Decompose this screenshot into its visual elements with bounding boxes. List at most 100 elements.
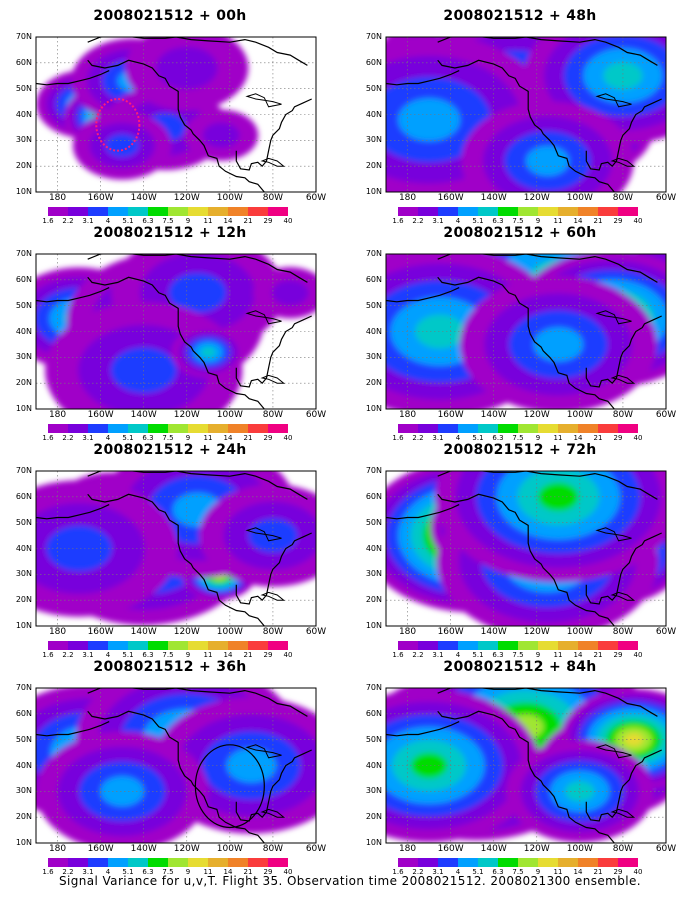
- lon-tick-label: 140W: [130, 193, 157, 203]
- colorbar-swatch: [558, 424, 578, 433]
- lat-tick-label: 40N: [15, 109, 32, 119]
- colorbar-label: 7.5: [512, 217, 524, 225]
- lon-tick-label: 160W: [437, 193, 464, 203]
- colorbar-label: 40: [283, 651, 293, 659]
- coastline: [235, 98, 312, 171]
- colorbar-swatch: [188, 207, 208, 216]
- colorbar-swatch: [438, 207, 458, 216]
- coastline: [585, 749, 662, 822]
- colorbar-label: 9: [535, 217, 541, 225]
- coastline: [36, 70, 110, 86]
- colorbar-swatch: [68, 424, 88, 433]
- coastline: [36, 721, 110, 737]
- variance-map: [35, 687, 317, 844]
- variance-contour: [105, 134, 139, 157]
- colorbar-swatch: [538, 641, 558, 650]
- variance-contour: [398, 98, 460, 141]
- coastline: [260, 808, 286, 818]
- colorbar-label: 21: [593, 217, 603, 225]
- variance-contour: [168, 272, 227, 313]
- lat-tick-label: 30N: [365, 135, 382, 145]
- panel-title: 2008021512 + 12h: [93, 225, 247, 241]
- colorbar-swatch: [598, 641, 618, 650]
- lon-tick-label: 160W: [437, 410, 464, 420]
- coastline: [87, 688, 308, 717]
- lon-tick-label: 120W: [173, 193, 200, 203]
- lon-tick-label: 80W: [612, 410, 634, 420]
- lat-tick-label: 10N: [365, 404, 382, 413]
- colorbar-swatch: [68, 858, 88, 867]
- colorbar-swatch: [438, 858, 458, 867]
- colorbar-swatch: [48, 424, 68, 433]
- lon-tick-label: 120W: [523, 844, 550, 854]
- colorbar-swatch: [128, 641, 148, 650]
- colorbar-label: 29: [613, 651, 623, 659]
- lat-tick-label: 40N: [365, 760, 382, 770]
- colorbar-label: 11: [553, 217, 563, 225]
- colorbar-label: 2.2: [412, 217, 424, 225]
- colorbar-label: 21: [243, 434, 253, 442]
- colorbar-label: 5.1: [472, 434, 484, 442]
- colorbar-swatch: [268, 207, 288, 216]
- lat-tick-label: 70N: [365, 466, 382, 475]
- colorbar-swatch: [558, 641, 578, 650]
- colorbar-label: 5.1: [472, 868, 484, 876]
- colorbar-label: 4: [455, 434, 461, 442]
- colorbar-swatch: [168, 207, 188, 216]
- lon-tick-label: 120W: [523, 410, 550, 420]
- colorbar-swatch: [578, 207, 598, 216]
- colorbar-swatch: [208, 207, 228, 216]
- lon-tick-label: 60W: [305, 844, 327, 854]
- lat-tick-label: 60N: [365, 274, 382, 284]
- colorbar-swatch: [168, 641, 188, 650]
- lat-tick-label: 30N: [365, 352, 382, 362]
- coastline: [585, 532, 662, 605]
- coastline: [260, 157, 286, 167]
- colorbar-swatch: [128, 858, 148, 867]
- colorbar-label: 6.3: [142, 434, 154, 442]
- lon-tick-label: 80W: [262, 410, 284, 420]
- lon-tick-label: 140W: [480, 193, 507, 203]
- coastline: [610, 591, 636, 601]
- colorbar-label: 29: [613, 434, 623, 442]
- lat-tick-label: 30N: [15, 135, 32, 145]
- lat-tick-label: 40N: [365, 326, 382, 336]
- lon-tick-label: 80W: [612, 844, 634, 854]
- colorbar-swatch: [518, 858, 538, 867]
- lat-tick-label: 20N: [15, 595, 32, 605]
- colorbar-swatch: [268, 858, 288, 867]
- colorbar-label: 7.5: [162, 651, 174, 659]
- lon-tick-label: 120W: [523, 627, 550, 637]
- forecast-panel: 2008021512 + 24h 70N 60N 50N 40N 30N 20N 10N 180…: [0, 440, 340, 659]
- colorbar-label: 3.1: [82, 217, 94, 225]
- colorbar-swatch: [458, 858, 478, 867]
- lon-tick-label: 80W: [262, 193, 284, 203]
- colorbar-label: 11: [553, 868, 563, 876]
- panel-title: 2008021512 + 60h: [443, 225, 597, 241]
- colorbar-label: 29: [263, 434, 273, 442]
- colorbar-label: 21: [243, 868, 253, 876]
- variance-map: [385, 36, 667, 193]
- colorbar-label: 21: [593, 434, 603, 442]
- colorbar-swatch: [88, 858, 108, 867]
- lat-tick-label: 10N: [15, 187, 32, 196]
- colorbar-swatch: [498, 641, 518, 650]
- colorbar-swatch: [228, 424, 248, 433]
- forecast-panel: 2008021512 + 72h 70N 60N 50N 40N 30N 20N 10N 180…: [350, 440, 690, 659]
- colorbar-swatch: [68, 641, 88, 650]
- coastline: [610, 157, 636, 167]
- forecast-panel: 2008021512 + 84h 70N 60N 50N 40N 30N 20N 10N 180…: [350, 657, 690, 876]
- colorbar-label: 1.6: [42, 434, 54, 442]
- colorbar-label: 40: [633, 651, 643, 659]
- colorbar-swatch: [268, 641, 288, 650]
- figure-caption: Signal Variance for u,v,T. Flight 35. Ob…: [59, 874, 641, 888]
- colorbar-swatch: [538, 424, 558, 433]
- coastline: [87, 254, 308, 283]
- lon-tick-label: 140W: [480, 627, 507, 637]
- colorbar-swatch: [538, 858, 558, 867]
- colorbar-label: 11: [553, 651, 563, 659]
- colorbar-swatch: [498, 858, 518, 867]
- coastline: [87, 710, 265, 843]
- coastline: [36, 504, 110, 520]
- coastline: [235, 315, 312, 388]
